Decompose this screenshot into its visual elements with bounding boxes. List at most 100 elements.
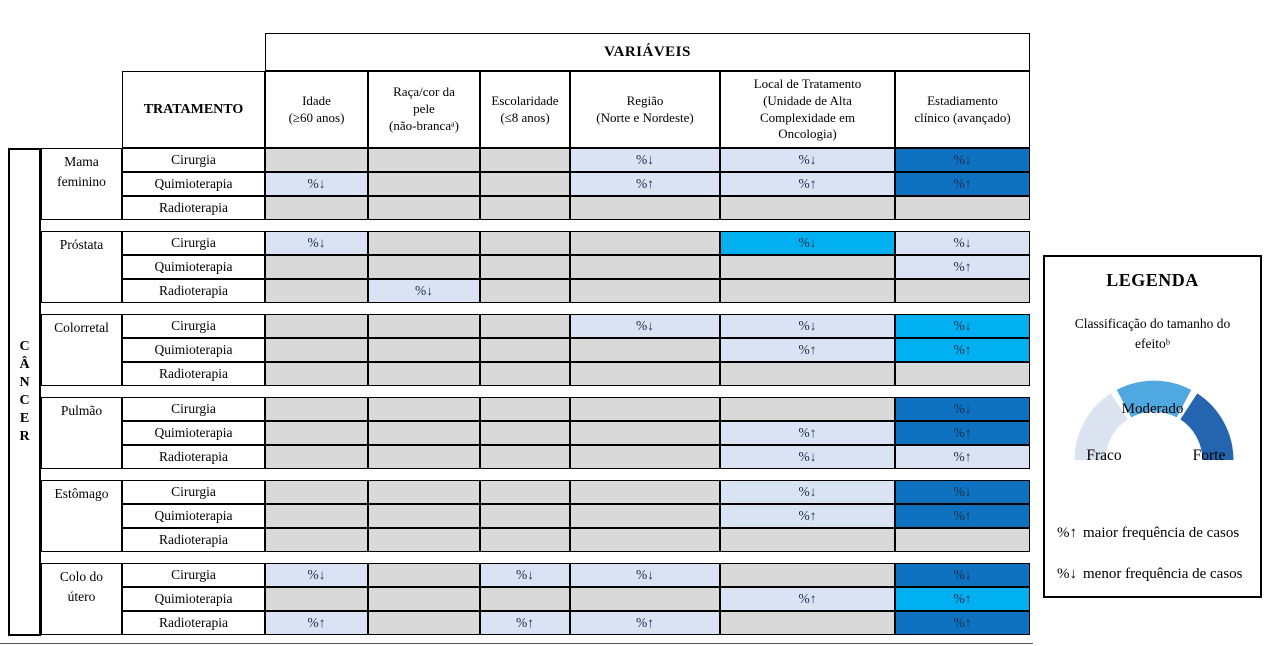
- data-cell-pulmao-radioterapia-raca-cor-da-pele: [368, 445, 480, 469]
- treatment-cell-colo-do-utero-cirurgia: Cirurgia: [122, 563, 265, 587]
- column-header-escolaridade: Escolaridade (≤8 anos): [480, 71, 570, 148]
- data-cell-prostata-cirurgia-idade: %↓: [265, 231, 368, 255]
- data-cell-pulmao-cirurgia-estadiamento: %↓: [895, 397, 1030, 421]
- treatment-cell-estomago-radioterapia: Radioterapia: [122, 528, 265, 552]
- column-header-line: Região: [626, 92, 664, 108]
- data-cell-estomago-cirurgia-escolaridade: [480, 480, 570, 504]
- column-header-line: (Unidade de Alta: [763, 92, 852, 108]
- data-cell-prostata-cirurgia-escolaridade: [480, 231, 570, 255]
- column-header-line: Estadiamento: [927, 92, 998, 108]
- gauge-arc-strong: [1179, 393, 1234, 461]
- data-cell-prostata-radioterapia-escolaridade: [480, 279, 570, 303]
- data-cell-mama-feminino-quimioterapia-estadiamento: %↑: [895, 172, 1030, 196]
- data-cell-colo-do-utero-quimioterapia-estadiamento: %↑: [895, 587, 1030, 611]
- data-cell-estomago-radioterapia-escolaridade: [480, 528, 570, 552]
- data-cell-prostata-quimioterapia-regiao: [570, 255, 720, 279]
- data-cell-prostata-radioterapia-regiao: [570, 279, 720, 303]
- treatment-cell-colorretal-cirurgia: Cirurgia: [122, 314, 265, 338]
- data-cell-colorretal-radioterapia-local-de-tratamento: [720, 362, 895, 386]
- cancer-group-label-colo-do-utero: Colo do útero: [41, 563, 122, 635]
- data-cell-colo-do-utero-radioterapia-estadiamento: %↑: [895, 611, 1030, 635]
- column-header-line: clínico (avançado): [914, 109, 1011, 125]
- data-cell-colo-do-utero-cirurgia-raca-cor-da-pele: [368, 563, 480, 587]
- treatment-cell-colorretal-radioterapia: Radioterapia: [122, 362, 265, 386]
- column-header-local-de-tratamento: Local de Tratamento (Unidade de Alta Compl…: [720, 71, 895, 148]
- data-cell-colorretal-cirurgia-local-de-tratamento: %↓: [720, 314, 895, 338]
- data-cell-pulmao-radioterapia-estadiamento: %↑: [895, 445, 1030, 469]
- axis-letter: N: [19, 375, 30, 390]
- data-cell-mama-feminino-radioterapia-local-de-tratamento: [720, 196, 895, 220]
- data-cell-colo-do-utero-radioterapia-escolaridade: %↑: [480, 611, 570, 635]
- data-cell-mama-feminino-cirurgia-local-de-tratamento: %↓: [720, 148, 895, 172]
- up-arrow-symbol: %↑: [1057, 525, 1077, 541]
- data-cell-estomago-cirurgia-raca-cor-da-pele: [368, 480, 480, 504]
- data-cell-estomago-quimioterapia-regiao: [570, 504, 720, 528]
- axis-letter: R: [19, 429, 30, 444]
- cancer-group-label-pulmao: Pulmão: [41, 397, 122, 469]
- cancer-group-label-estomago: Estômago: [41, 480, 122, 552]
- treatment-cell-pulmao-radioterapia: Radioterapia: [122, 445, 265, 469]
- treatment-cell-prostata-quimioterapia: Quimioterapia: [122, 255, 265, 279]
- legend-note-down-text: menor frequência de casos: [1083, 566, 1243, 582]
- data-cell-mama-feminino-cirurgia-regiao: %↓: [570, 148, 720, 172]
- data-cell-colorretal-cirurgia-escolaridade: [480, 314, 570, 338]
- data-cell-mama-feminino-quimioterapia-escolaridade: [480, 172, 570, 196]
- data-cell-estomago-radioterapia-regiao: [570, 528, 720, 552]
- data-cell-mama-feminino-cirurgia-escolaridade: [480, 148, 570, 172]
- column-header-line: (Norte e Nordeste): [596, 109, 694, 125]
- data-cell-colorretal-radioterapia-escolaridade: [480, 362, 570, 386]
- cancer-group-label-mama-feminino: Mama feminino: [41, 148, 122, 220]
- data-cell-pulmao-cirurgia-raca-cor-da-pele: [368, 397, 480, 421]
- legend-note-down: %↓ menor frequência de casos: [1057, 566, 1243, 583]
- data-cell-pulmao-radioterapia-escolaridade: [480, 445, 570, 469]
- data-cell-prostata-quimioterapia-estadiamento: %↑: [895, 255, 1030, 279]
- treatment-cell-mama-feminino-quimioterapia: Quimioterapia: [122, 172, 265, 196]
- data-cell-prostata-quimioterapia-local-de-tratamento: [720, 255, 895, 279]
- gauge-label-weak: Fraco: [1086, 447, 1122, 464]
- data-cell-mama-feminino-radioterapia-escolaridade: [480, 196, 570, 220]
- data-cell-colorretal-cirurgia-regiao: %↓: [570, 314, 720, 338]
- data-cell-pulmao-quimioterapia-escolaridade: [480, 421, 570, 445]
- variables-header: VARIÁVEIS: [265, 33, 1030, 71]
- column-header-raca-cor-da-pele: Raça/cor da pele (não-brancaᵃ): [368, 71, 480, 148]
- treatment-cell-colo-do-utero-quimioterapia: Quimioterapia: [122, 587, 265, 611]
- data-cell-pulmao-quimioterapia-idade: [265, 421, 368, 445]
- data-cell-mama-feminino-radioterapia-idade: [265, 196, 368, 220]
- data-cell-mama-feminino-quimioterapia-regiao: %↑: [570, 172, 720, 196]
- treatment-cell-prostata-cirurgia: Cirurgia: [122, 231, 265, 255]
- data-cell-pulmao-quimioterapia-estadiamento: %↑: [895, 421, 1030, 445]
- data-cell-mama-feminino-cirurgia-raca-cor-da-pele: [368, 148, 480, 172]
- data-cell-colo-do-utero-cirurgia-local-de-tratamento: [720, 563, 895, 587]
- data-cell-estomago-quimioterapia-local-de-tratamento: %↑: [720, 504, 895, 528]
- data-cell-prostata-cirurgia-estadiamento: %↓: [895, 231, 1030, 255]
- data-cell-colo-do-utero-quimioterapia-idade: [265, 587, 368, 611]
- data-cell-mama-feminino-quimioterapia-raca-cor-da-pele: [368, 172, 480, 196]
- data-cell-colorretal-radioterapia-estadiamento: [895, 362, 1030, 386]
- column-header-line: pele: [413, 101, 435, 117]
- legend-note-up-text: maior frequência de casos: [1083, 525, 1240, 541]
- column-header-line: Local de Tratamento: [753, 75, 862, 91]
- data-cell-colorretal-radioterapia-regiao: [570, 362, 720, 386]
- data-cell-colorretal-cirurgia-idade: [265, 314, 368, 338]
- treatment-cell-colo-do-utero-radioterapia: Radioterapia: [122, 611, 265, 635]
- column-header-line: (≥60 anos): [288, 109, 345, 125]
- column-header-line: (≤8 anos): [500, 109, 550, 125]
- data-cell-prostata-cirurgia-regiao: [570, 231, 720, 255]
- data-cell-prostata-cirurgia-local-de-tratamento: %↓: [720, 231, 895, 255]
- data-cell-colo-do-utero-quimioterapia-local-de-tratamento: %↑: [720, 587, 895, 611]
- data-cell-estomago-radioterapia-raca-cor-da-pele: [368, 528, 480, 552]
- data-cell-pulmao-radioterapia-local-de-tratamento: %↓: [720, 445, 895, 469]
- data-cell-colorretal-quimioterapia-estadiamento: %↑: [895, 338, 1030, 362]
- data-cell-prostata-cirurgia-raca-cor-da-pele: [368, 231, 480, 255]
- column-header-line: Idade: [302, 92, 331, 108]
- data-cell-colorretal-radioterapia-raca-cor-da-pele: [368, 362, 480, 386]
- data-cell-colorretal-quimioterapia-escolaridade: [480, 338, 570, 362]
- data-cell-pulmao-quimioterapia-raca-cor-da-pele: [368, 421, 480, 445]
- data-cell-pulmao-quimioterapia-regiao: [570, 421, 720, 445]
- data-cell-estomago-radioterapia-idade: [265, 528, 368, 552]
- data-cell-mama-feminino-quimioterapia-idade: %↓: [265, 172, 368, 196]
- treatment-header: TRATAMENTO: [122, 71, 265, 148]
- data-cell-colo-do-utero-cirurgia-regiao: %↓: [570, 563, 720, 587]
